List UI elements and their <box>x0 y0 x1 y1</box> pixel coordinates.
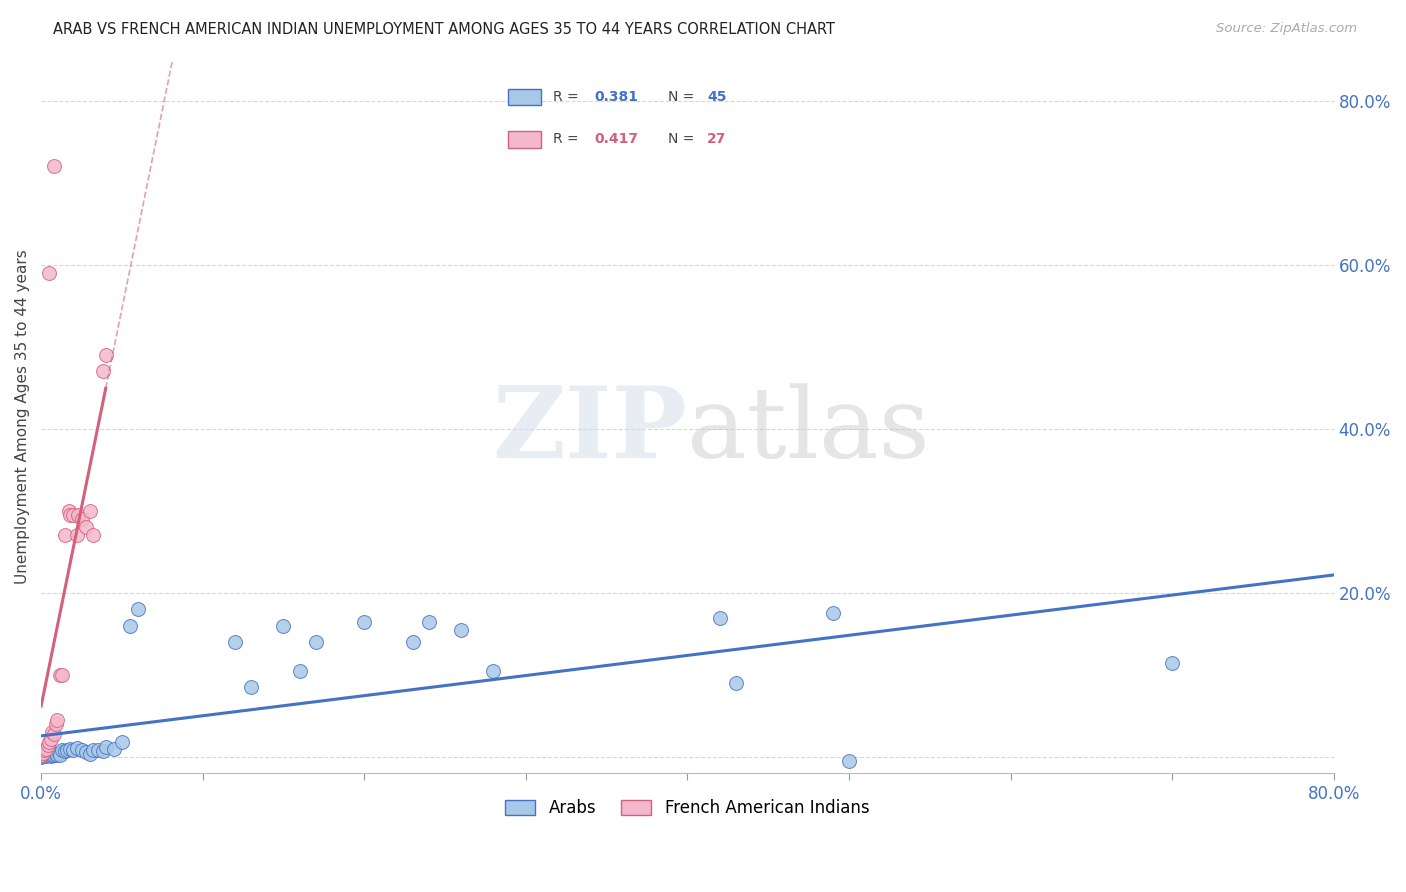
Point <box>240 680 263 694</box>
Point <box>482 664 505 678</box>
Point <box>353 615 375 629</box>
Point <box>37 747 59 762</box>
Point <box>53 528 76 542</box>
Point <box>709 610 731 624</box>
Point <box>49 747 72 762</box>
Point <box>35 741 58 756</box>
Point <box>31 749 53 764</box>
Point <box>38 748 60 763</box>
Point <box>42 748 65 763</box>
Text: 0.417: 0.417 <box>595 132 638 146</box>
Point <box>46 748 69 763</box>
Point <box>402 635 425 649</box>
Point <box>49 668 72 682</box>
Point <box>103 741 125 756</box>
Point <box>45 717 67 731</box>
Point <box>31 746 53 760</box>
Point <box>94 348 117 362</box>
Point <box>94 740 117 755</box>
Point <box>34 743 56 757</box>
Text: ZIP: ZIP <box>492 383 688 479</box>
Text: atlas: atlas <box>688 383 931 479</box>
Point <box>86 742 108 756</box>
Point <box>118 619 141 633</box>
Point <box>39 749 62 764</box>
Point <box>51 668 73 682</box>
Point <box>91 744 114 758</box>
Text: 27: 27 <box>707 132 727 146</box>
Point <box>41 747 63 762</box>
Point <box>59 741 82 756</box>
Point <box>35 749 58 764</box>
Legend: Arabs, French American Indians: Arabs, French American Indians <box>498 791 877 826</box>
Point <box>51 743 73 757</box>
Point <box>288 664 311 678</box>
Point <box>34 748 56 763</box>
Point <box>66 528 89 542</box>
Point <box>38 735 60 749</box>
Point <box>75 745 97 759</box>
Point <box>58 504 80 518</box>
Point <box>127 602 149 616</box>
Point <box>305 635 328 649</box>
Text: R =: R = <box>553 132 582 146</box>
Point <box>42 727 65 741</box>
Point <box>56 742 79 756</box>
Point <box>46 713 69 727</box>
Point <box>30 750 52 764</box>
Point <box>41 725 63 739</box>
FancyBboxPatch shape <box>508 131 541 148</box>
Point <box>111 735 134 749</box>
Point <box>37 738 59 752</box>
Point <box>82 528 104 542</box>
Point <box>75 520 97 534</box>
Text: ARAB VS FRENCH AMERICAN INDIAN UNEMPLOYMENT AMONG AGES 35 TO 44 YEARS CORRELATIO: ARAB VS FRENCH AMERICAN INDIAN UNEMPLOYM… <box>53 22 835 37</box>
Point <box>450 623 472 637</box>
Point <box>62 508 84 522</box>
Text: 0.381: 0.381 <box>595 90 638 104</box>
Point <box>45 747 67 761</box>
Point <box>39 731 62 746</box>
Point <box>42 159 65 173</box>
Y-axis label: Unemployment Among Ages 35 to 44 years: Unemployment Among Ages 35 to 44 years <box>15 249 30 584</box>
Text: 45: 45 <box>707 90 727 104</box>
Point <box>67 508 90 522</box>
Text: N =: N = <box>668 132 699 146</box>
Point <box>224 635 246 649</box>
Point <box>91 364 114 378</box>
Point <box>1161 656 1184 670</box>
Point <box>724 676 747 690</box>
Point <box>79 747 101 761</box>
FancyBboxPatch shape <box>508 88 541 105</box>
Point <box>48 746 70 760</box>
Point <box>30 747 52 762</box>
Point <box>821 607 844 621</box>
Text: Source: ZipAtlas.com: Source: ZipAtlas.com <box>1216 22 1357 36</box>
Text: N =: N = <box>668 90 699 104</box>
Point <box>70 512 93 526</box>
Point <box>70 743 93 757</box>
Point <box>53 744 76 758</box>
Point <box>273 619 295 633</box>
Point <box>66 741 89 756</box>
Point <box>38 266 60 280</box>
Point <box>79 504 101 518</box>
Point <box>418 615 440 629</box>
Point <box>82 743 104 757</box>
Point <box>59 508 82 522</box>
Point <box>62 742 84 756</box>
Text: R =: R = <box>553 90 582 104</box>
Point <box>838 754 860 768</box>
